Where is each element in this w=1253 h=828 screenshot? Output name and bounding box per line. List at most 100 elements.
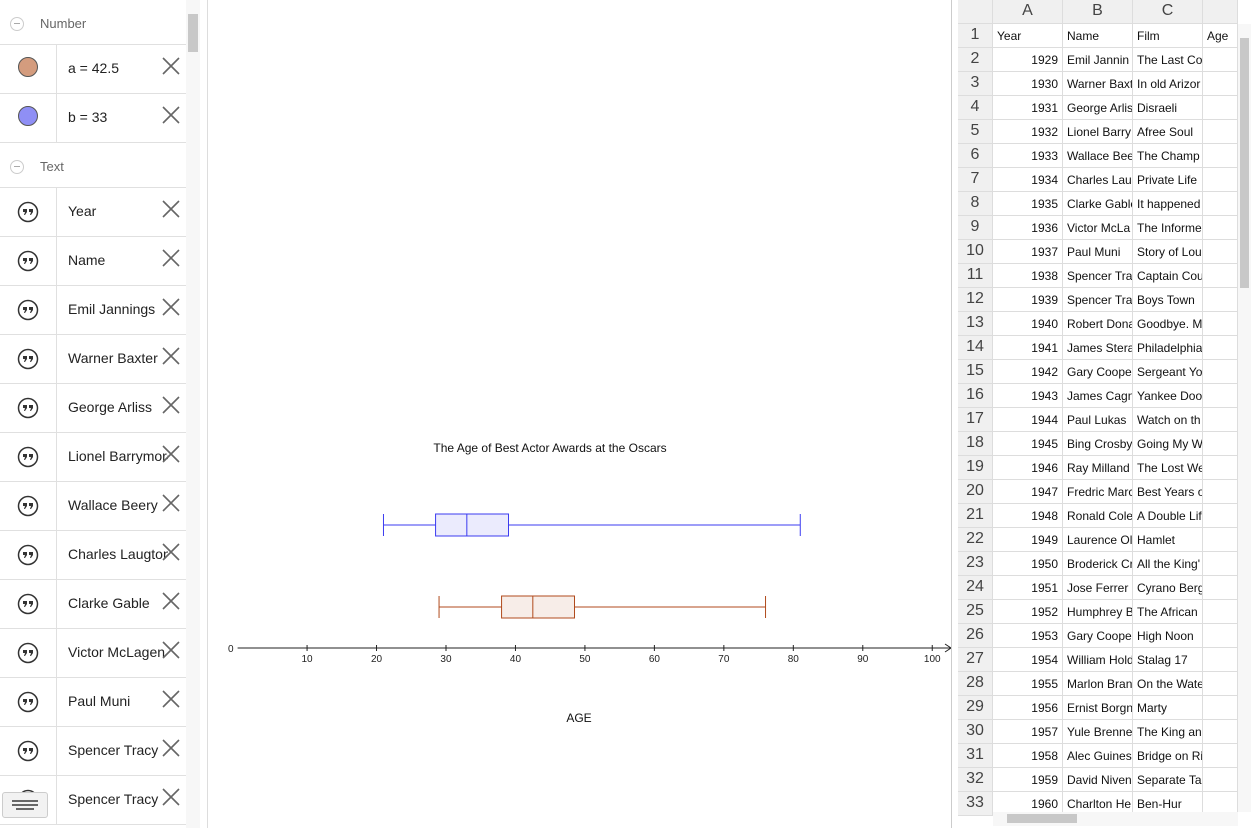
cell[interactable]: 1951 [993,576,1063,600]
cell[interactable]: David Niven [1063,768,1133,792]
cell[interactable]: 1937 [993,240,1063,264]
cell[interactable]: Paul Lukas [1063,408,1133,432]
collapse-toggle[interactable] [10,160,24,174]
cell[interactable] [1203,408,1238,432]
delete-button[interactable] [162,347,180,365]
row-header[interactable]: 4 [958,96,993,120]
algebra-item[interactable]: Spencer Tracy [0,727,186,776]
cell[interactable]: Fredric Marc [1063,480,1133,504]
item-icon[interactable] [0,678,57,726]
cell[interactable]: 1955 [993,672,1063,696]
cell[interactable]: Gary Cooper [1063,360,1133,384]
cell[interactable] [1203,600,1238,624]
cell[interactable]: 1933 [993,144,1063,168]
cell[interactable]: Private Life [1133,168,1203,192]
delete-button[interactable] [162,200,180,218]
cell[interactable]: Boys Town [1133,288,1203,312]
cell[interactable]: Bing Crosby [1063,432,1133,456]
cell[interactable]: 1939 [993,288,1063,312]
cell[interactable]: Yankee Dood [1133,384,1203,408]
cell[interactable]: Ray Milland [1063,456,1133,480]
item-icon[interactable] [0,482,57,530]
cell[interactable]: Yule Brenne [1063,720,1133,744]
cell[interactable]: Emil Jannin [1063,48,1133,72]
cell[interactable]: Goodbye. M [1133,312,1203,336]
algebra-item[interactable]: Charles Laugton [0,531,186,580]
cell[interactable] [1203,216,1238,240]
cell[interactable]: 1946 [993,456,1063,480]
cell[interactable]: The Champ [1133,144,1203,168]
item-icon[interactable] [0,188,57,236]
cell[interactable]: Paul Muni [1063,240,1133,264]
cell[interactable]: Lionel Barry [1063,120,1133,144]
column-header[interactable] [1203,0,1238,24]
cell[interactable] [1203,264,1238,288]
item-icon[interactable] [0,237,57,285]
row-header[interactable]: 26 [958,624,993,648]
row-header[interactable]: 32 [958,768,993,792]
algebra-item[interactable]: Lionel Barrymore [0,433,186,482]
cell[interactable] [1203,120,1238,144]
cell[interactable]: 1957 [993,720,1063,744]
row-header[interactable]: 30 [958,720,993,744]
row-header[interactable]: 8 [958,192,993,216]
algebra-item[interactable]: Spencer Tracy [0,776,186,825]
cell[interactable]: 1931 [993,96,1063,120]
cell[interactable]: 1943 [993,384,1063,408]
row-header[interactable]: 6 [958,144,993,168]
cell[interactable]: Marlon Bran [1063,672,1133,696]
row-header[interactable]: 7 [958,168,993,192]
cell[interactable]: Ronald Cole [1063,504,1133,528]
cell[interactable]: Charles Lau [1063,168,1133,192]
algebra-item[interactable]: Clarke Gable [0,580,186,629]
cell[interactable]: Bridge on Ri [1133,744,1203,768]
row-header[interactable]: 17 [958,408,993,432]
cell[interactable]: The Lost We [1133,456,1203,480]
row-header[interactable]: 5 [958,120,993,144]
delete-button[interactable] [162,298,180,316]
cell[interactable] [1203,504,1238,528]
cell[interactable] [1203,744,1238,768]
row-header[interactable]: 28 [958,672,993,696]
column-header[interactable]: A [993,0,1063,24]
item-icon[interactable] [0,580,57,628]
row-header[interactable]: 27 [958,648,993,672]
cell[interactable]: Clarke Gable [1063,192,1133,216]
cell[interactable]: The Last Co [1133,48,1203,72]
cell[interactable]: 1936 [993,216,1063,240]
row-header[interactable]: 2 [958,48,993,72]
delete-button[interactable] [162,57,180,75]
delete-button[interactable] [162,445,180,463]
cell[interactable]: William Hold [1063,648,1133,672]
cell[interactable]: Marty [1133,696,1203,720]
cell[interactable] [1203,576,1238,600]
section-header[interactable]: Text [0,143,186,188]
row-header[interactable]: 25 [958,600,993,624]
row-header[interactable]: 19 [958,456,993,480]
cell[interactable]: Broderick Cr [1063,552,1133,576]
cell[interactable]: Disraeli [1133,96,1203,120]
delete-button[interactable] [162,739,180,757]
cell[interactable]: All the King' [1133,552,1203,576]
cell[interactable] [1203,648,1238,672]
cell[interactable]: Stalag 17 [1133,648,1203,672]
cell[interactable]: Watch on th [1133,408,1203,432]
cell[interactable] [1203,288,1238,312]
cell[interactable]: Separate Ta [1133,768,1203,792]
column-header[interactable]: C [1133,0,1203,24]
item-icon[interactable] [0,335,57,383]
cell[interactable] [1203,48,1238,72]
cell[interactable]: Ernist Borgn [1063,696,1133,720]
cell[interactable]: 1938 [993,264,1063,288]
cell[interactable]: Afree Soul [1133,120,1203,144]
cell[interactable]: 1932 [993,120,1063,144]
row-header[interactable]: 1 [958,24,993,48]
row-header[interactable]: 3 [958,72,993,96]
delete-button[interactable] [162,788,180,806]
row-header[interactable]: 11 [958,264,993,288]
cell[interactable]: 1948 [993,504,1063,528]
item-icon[interactable] [0,531,57,579]
item-icon[interactable] [0,433,57,481]
section-header[interactable]: Number [0,0,186,45]
cell[interactable]: Alec Guines [1063,744,1133,768]
